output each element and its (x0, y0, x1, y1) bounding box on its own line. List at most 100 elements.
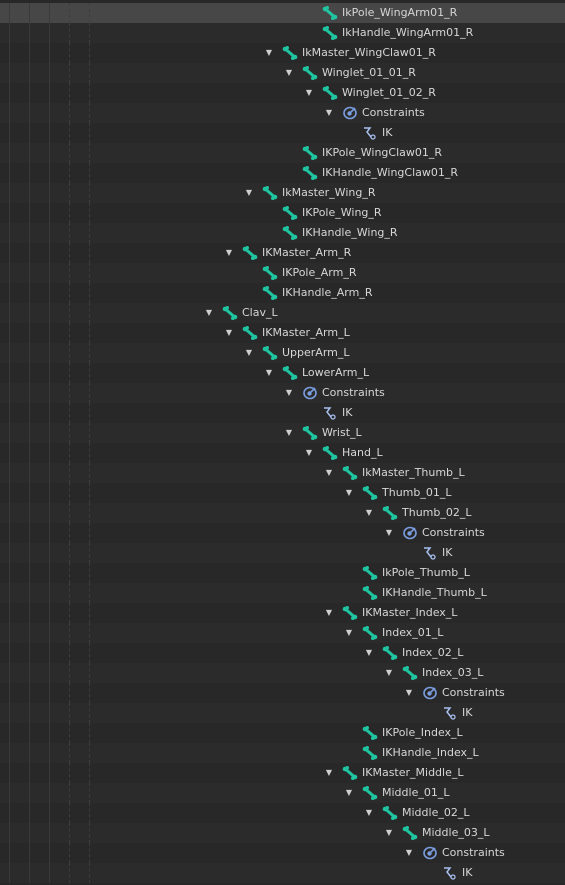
tree-row-constraints[interactable]: ▼ Constraints (0, 103, 565, 123)
tree-guide-line (69, 283, 70, 303)
tree-row-constraints[interactable]: ▼ Constraints (0, 683, 565, 703)
disclosure-triangle[interactable]: ▼ (385, 828, 393, 837)
tree-guide-line (29, 303, 30, 323)
tree-row-ik[interactable]: IK (0, 703, 565, 723)
tree-row-constraints[interactable]: ▼ Constraints (0, 383, 565, 403)
tree-guide-line (29, 383, 30, 403)
tree-row-bone[interactable]: IkHandle_WingArm01_R (0, 23, 565, 43)
tree-row-bone[interactable]: ▼ Clav_L (0, 303, 565, 323)
disclosure-triangle[interactable]: ▼ (385, 668, 393, 677)
tree-row-bone[interactable]: ▼ Middle_02_L (0, 803, 565, 823)
tree-row-bone[interactable]: ▼ UpperArm_L (0, 343, 565, 363)
tree-row-bone[interactable]: IKHandle_Arm_R (0, 283, 565, 303)
disclosure-triangle[interactable]: ▼ (325, 608, 333, 617)
tree-row-ik[interactable]: IK (0, 123, 565, 143)
tree-row-bone[interactable]: ▼ Middle_01_L (0, 783, 565, 803)
disclosure-triangle[interactable]: ▼ (405, 848, 413, 857)
tree-guide-line (29, 623, 30, 643)
bone-icon (322, 446, 338, 460)
disclosure-triangle[interactable]: ▼ (205, 308, 213, 317)
disclosure-triangle[interactable]: ▼ (365, 508, 373, 517)
tree-row-bone[interactable]: ▼ Hand_L (0, 443, 565, 463)
tree-guide-line (69, 423, 70, 443)
tree-row-ik[interactable]: IK (0, 863, 565, 883)
tree-row-ik[interactable]: IK (0, 543, 565, 563)
tree-item-label: IKHandle_WingClaw01_R (322, 166, 459, 179)
tree-guide-line (69, 863, 70, 883)
disclosure-triangle[interactable]: ▼ (265, 48, 273, 57)
tree-guide-line (29, 183, 30, 203)
tree-row-bone[interactable]: ▼ Thumb_02_L (0, 503, 565, 523)
tree-guide-line (29, 363, 30, 383)
tree-guide-line (49, 603, 50, 623)
disclosure-triangle[interactable]: ▼ (385, 528, 393, 537)
disclosure-triangle[interactable]: ▼ (305, 448, 313, 457)
tree-item-label: IKPole_Wing_R (302, 206, 382, 219)
tree-guide-line (89, 603, 90, 623)
tree-guide-line (69, 23, 70, 43)
tree-guide-line (49, 503, 50, 523)
tree-row-constraints[interactable]: ▼ Constraints (0, 843, 565, 863)
tree-row-bone[interactable]: IKPole_Arm_R (0, 263, 565, 283)
tree-row-bone[interactable]: ▼ Thumb_01_L (0, 483, 565, 503)
tree-row-constraints[interactable]: ▼ Constraints (0, 523, 565, 543)
tree-row-bone[interactable]: ▼ Index_01_L (0, 623, 565, 643)
disclosure-triangle[interactable]: ▼ (325, 468, 333, 477)
bone-icon (222, 306, 238, 320)
tree-item-label: IKPole_WingClaw01_R (322, 146, 443, 159)
tree-row-bone[interactable]: ▼ Middle_03_L (0, 823, 565, 843)
disclosure-triangle[interactable]: ▼ (245, 188, 253, 197)
tree-row-bone[interactable]: IkPole_WingArm01_R (0, 3, 565, 23)
tree-row-bone[interactable]: IKPole_Index_L (0, 723, 565, 743)
tree-row-bone[interactable]: ▼ Wrist_L (0, 423, 565, 443)
bone-icon (282, 366, 298, 380)
tree-guide-line (89, 503, 90, 523)
tree-row-bone[interactable]: IKHandle_Index_L (0, 743, 565, 763)
tree-row-bone[interactable]: ▼ IkMaster_Thumb_L (0, 463, 565, 483)
tree-row-bone[interactable]: IKHandle_Thumb_L (0, 583, 565, 603)
disclosure-triangle (303, 23, 315, 43)
tree-item-label: Clav_L (242, 306, 278, 319)
tree-guide-line (29, 523, 30, 543)
disclosure-triangle[interactable]: ▼ (325, 768, 333, 777)
tree-row-bone[interactable]: IKPole_Wing_R (0, 203, 565, 223)
disclosure-triangle[interactable]: ▼ (285, 388, 293, 397)
tree-row-ik[interactable]: IK (0, 403, 565, 423)
disclosure-triangle[interactable]: ▼ (225, 248, 233, 257)
disclosure-triangle[interactable]: ▼ (345, 788, 353, 797)
tree-row-bone[interactable]: ▼ IkMaster_WingClaw01_R (0, 43, 565, 63)
tree-row-bone[interactable]: ▼ Index_02_L (0, 643, 565, 663)
disclosure-triangle[interactable]: ▼ (245, 348, 253, 357)
bone-icon (262, 346, 278, 360)
tree-row-bone[interactable]: ▼ IKMaster_Arm_L (0, 323, 565, 343)
disclosure-triangle[interactable]: ▼ (305, 88, 313, 97)
tree-row-bone[interactable]: IkPole_Thumb_L (0, 563, 565, 583)
tree-row-bone[interactable]: ▼ IkMaster_Wing_R (0, 183, 565, 203)
disclosure-triangle[interactable]: ▼ (285, 68, 293, 77)
disclosure-triangle[interactable]: ▼ (285, 428, 293, 437)
disclosure-triangle[interactable]: ▼ (365, 808, 373, 817)
disclosure-triangle[interactable]: ▼ (345, 628, 353, 637)
tree-row-bone[interactable]: ▼ LowerArm_L (0, 363, 565, 383)
tree-row-bone[interactable]: ▼ IKMaster_Index_L (0, 603, 565, 623)
disclosure-triangle[interactable]: ▼ (265, 368, 273, 377)
tree-guide-line (29, 23, 30, 43)
disclosure-triangle[interactable]: ▼ (325, 108, 333, 117)
tree-row-bone[interactable]: ▼ IKMaster_Arm_R (0, 243, 565, 263)
tree-guide-line (29, 603, 30, 623)
disclosure-triangle[interactable]: ▼ (365, 648, 373, 657)
tree-row-bone[interactable]: ▼ Index_03_L (0, 663, 565, 683)
tree-item-label: Middle_03_L (422, 826, 490, 839)
tree-row-bone[interactable]: ▼ IKMaster_Middle_L (0, 763, 565, 783)
tree-row-bone[interactable]: IKPole_WingClaw01_R (0, 143, 565, 163)
tree-guide-line (49, 523, 50, 543)
tree-row-bone[interactable]: ▼ Winglet_01_01_R (0, 63, 565, 83)
disclosure-triangle[interactable]: ▼ (345, 488, 353, 497)
disclosure-triangle[interactable]: ▼ (405, 688, 413, 697)
tree-row-bone[interactable]: ▼ Winglet_01_02_R (0, 83, 565, 103)
disclosure-triangle[interactable]: ▼ (225, 328, 233, 337)
tree-item-label: IK (462, 866, 473, 879)
tree-row-bone[interactable]: IKHandle_WingClaw01_R (0, 163, 565, 183)
disclosure-triangle (423, 863, 435, 883)
tree-row-bone[interactable]: IKHandle_Wing_R (0, 223, 565, 243)
